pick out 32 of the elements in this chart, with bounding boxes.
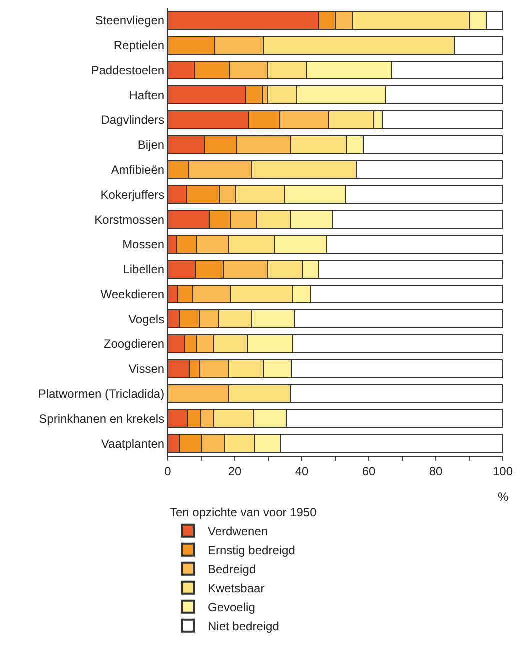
y-tick-label: Reptielen bbox=[114, 38, 165, 53]
y-tick-label: Vogels bbox=[128, 312, 165, 326]
legend-label: Verdwenen bbox=[208, 524, 268, 539]
legend-label: Bedreigd bbox=[208, 562, 256, 577]
y-tick-label: Vaatplanten bbox=[101, 436, 165, 451]
y-tick-label: Paddestoelen bbox=[91, 63, 165, 78]
y-tick-label: Mossen bbox=[122, 238, 165, 252]
y-tick-label: Kokerjuffers bbox=[100, 188, 165, 202]
legend-label: Kwetsbaar bbox=[208, 582, 265, 596]
y-tick-label: Platwormen (Tricladida) bbox=[38, 386, 165, 401]
legend-title: Ten opzichte van voor 1950 bbox=[170, 505, 318, 520]
y-tick-label: Sprinkhanen en krekels bbox=[39, 412, 165, 426]
legend-label: Gevoelig bbox=[208, 600, 256, 615]
x-tick-label: 80 bbox=[429, 464, 443, 478]
y-tick-label: Libellen bbox=[123, 262, 165, 277]
y-tick-label: Vissen bbox=[128, 362, 165, 376]
x-tick-label: 20 bbox=[228, 464, 242, 478]
x-tick-label: 0 bbox=[164, 464, 172, 478]
y-tick-label: Bijen bbox=[138, 138, 165, 152]
legend-label: Ernstig bedreigd bbox=[208, 544, 296, 558]
x-tick-label: 40 bbox=[295, 464, 309, 478]
y-tick-label: Dagvlinders bbox=[101, 113, 165, 128]
x-tick-label: 100 bbox=[492, 464, 514, 478]
y-tick-label: Weekdieren bbox=[100, 287, 165, 302]
y-tick-label: Amfibieën bbox=[111, 162, 165, 177]
y-tick-label: Haften bbox=[129, 88, 165, 102]
y-tick-label: Korstmossen bbox=[94, 212, 165, 227]
legend-label: Niet bedreigd bbox=[208, 620, 280, 634]
y-tick-label: Zoogdieren bbox=[104, 337, 165, 352]
x-axis-title: % bbox=[498, 490, 509, 504]
x-tick-label: 60 bbox=[362, 464, 376, 478]
y-tick-label: Steenvliegen bbox=[95, 14, 165, 28]
